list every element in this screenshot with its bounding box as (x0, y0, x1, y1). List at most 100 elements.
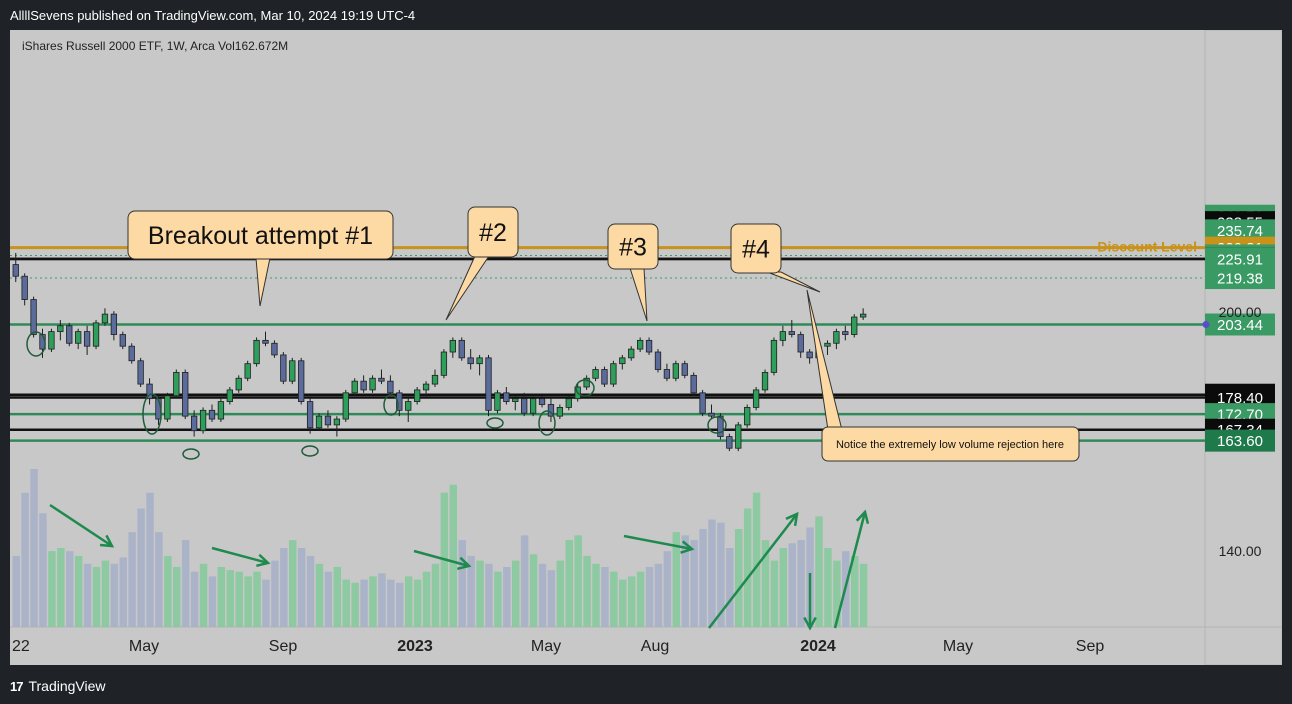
candle-body (334, 419, 340, 425)
tradingview-logo-text: TradingView (28, 678, 105, 694)
volume-bar (48, 551, 55, 627)
volume-bar (789, 543, 796, 627)
candle-body (281, 355, 287, 381)
volume-bar (566, 540, 573, 627)
volume-bar (200, 564, 207, 627)
candle-body (682, 364, 688, 376)
volume-bar (824, 548, 831, 627)
candle-body (361, 381, 367, 390)
volume-bar (512, 561, 519, 627)
candle-body (370, 378, 376, 390)
volume-bar (735, 529, 742, 627)
candle-body (637, 340, 643, 349)
volume-bar (66, 551, 73, 627)
candle-body (191, 416, 197, 431)
price-axis-panel (1205, 30, 1282, 665)
volume-bar (726, 548, 733, 627)
candle-body (851, 317, 857, 334)
volume-bar (548, 570, 555, 627)
candle-body (495, 393, 501, 410)
volume-bar (405, 576, 412, 627)
candle-body (227, 390, 233, 402)
x-tick-label: May (129, 638, 159, 655)
callout-text: Breakout attempt #1 (148, 222, 373, 250)
candle-body (798, 335, 804, 352)
candle-body (209, 410, 215, 419)
volume-bar (503, 567, 510, 627)
volume-bar (860, 564, 867, 627)
x-tick-label: Sep (1076, 638, 1105, 655)
candle-body (459, 340, 465, 357)
footer-bar: 17 TradingView (0, 670, 1292, 704)
volume-bar (494, 572, 501, 627)
candle-body (423, 384, 429, 390)
candle-body (789, 332, 795, 335)
candle-body (646, 340, 652, 352)
candle-body (254, 340, 260, 363)
candle-body (450, 340, 456, 352)
volume-bar (253, 572, 260, 627)
volume-bar (164, 556, 171, 627)
volume-bar (574, 535, 581, 627)
volume-bar (387, 580, 394, 627)
candle-body (513, 399, 519, 402)
callout-text: #2 (479, 219, 507, 247)
volume-bar (182, 540, 189, 627)
volume-bar (236, 572, 243, 627)
candle-body (736, 425, 742, 448)
volume-bar (57, 548, 64, 627)
x-tick-label: 2023 (397, 638, 433, 655)
candle-body (218, 402, 224, 419)
candle-body (93, 323, 99, 346)
volume-bar (530, 554, 537, 627)
discount-level-label: Discount Level (1097, 239, 1197, 255)
callout-text: #4 (742, 236, 770, 264)
volume-bar (610, 572, 617, 627)
candle-body (405, 402, 411, 411)
volume-bar (30, 469, 37, 627)
candle-body (200, 410, 206, 430)
candle-body (174, 372, 180, 395)
x-tick-label: 2024 (800, 638, 836, 655)
candle-body (504, 393, 510, 402)
candlestick-chart[interactable]: iShares Russell 2000 ETF, 1W, Arca Vol16… (10, 30, 1282, 665)
candle-body (441, 352, 447, 375)
price-label-text: 163.60 (1217, 433, 1263, 450)
chart-title: iShares Russell 2000 ETF, 1W, Arca Vol16… (22, 39, 288, 53)
volume-bar (209, 576, 216, 627)
candle-body (762, 372, 768, 389)
volume-bar (628, 576, 635, 627)
candle-body (744, 407, 750, 424)
volume-bar (271, 561, 278, 627)
candle-body (58, 326, 64, 332)
volume-bar (93, 567, 100, 627)
x-tick-label: 22 (12, 638, 30, 655)
volume-bar (583, 556, 590, 627)
candle-body (49, 332, 55, 349)
x-tick-label: Sep (269, 638, 298, 655)
price-label-text: 219.38 (1217, 271, 1263, 288)
candle-body (84, 332, 90, 347)
candle-body (566, 399, 572, 408)
candle-body (771, 340, 777, 372)
volume-bar (646, 567, 653, 627)
volume-bar (120, 557, 127, 627)
candle-body (102, 314, 108, 323)
volume-bar (21, 493, 28, 627)
candle-body (182, 372, 188, 416)
volume-bar (619, 580, 626, 627)
volume-bar (289, 540, 296, 627)
candle-body (673, 364, 679, 379)
volume-bar (459, 540, 466, 627)
volume-bar (155, 532, 162, 627)
candle-body (75, 332, 81, 344)
volume-bar (351, 583, 358, 627)
candle-body (343, 393, 349, 419)
volume-bar (13, 556, 20, 627)
volume-bar (334, 567, 341, 627)
candle-body (316, 416, 322, 428)
tradingview-logo[interactable]: 17 TradingView (10, 678, 106, 694)
volume-bar (780, 548, 787, 627)
candle-body (379, 378, 385, 381)
volume-bar (84, 564, 91, 627)
